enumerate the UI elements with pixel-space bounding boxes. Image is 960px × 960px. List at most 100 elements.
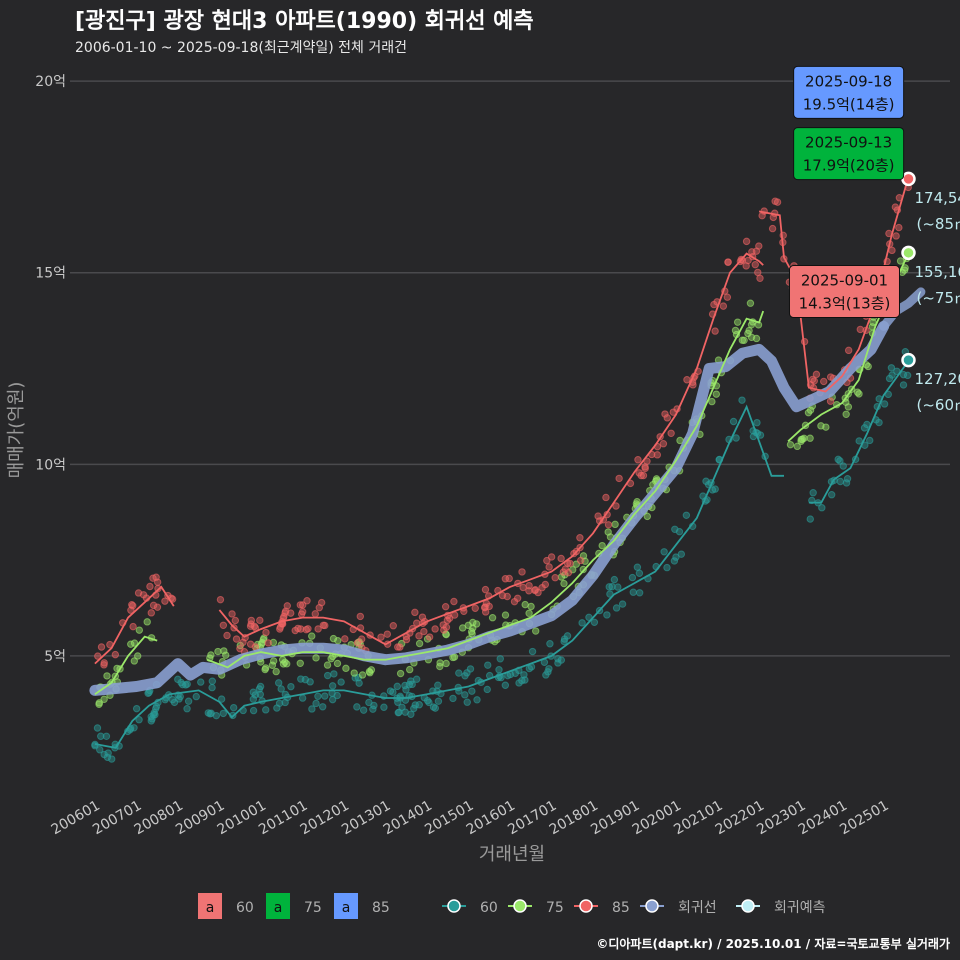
scatter-point-188 (306, 678, 314, 686)
scatter-point-626 (262, 628, 270, 637)
scatter-point-406 (396, 669, 405, 678)
scatter-point-171 (484, 661, 492, 669)
end-marker-85 (901, 171, 916, 187)
scatter-point-64 (635, 589, 644, 597)
scatter-point-209 (618, 600, 627, 608)
scatter-point-752 (888, 246, 896, 255)
scatter-point-292 (746, 299, 755, 307)
scatter-point-754 (856, 325, 865, 334)
callout-date-2: 2025-09-01 (801, 272, 888, 290)
scatter-point-45 (96, 746, 104, 754)
scatter-point-480 (842, 410, 850, 418)
scatter-point-230 (542, 671, 550, 679)
scatter-point-659 (566, 559, 574, 568)
scatter-point-199 (230, 703, 238, 712)
scatter-point-666 (534, 588, 542, 597)
scatter-point-142 (660, 548, 668, 556)
scatter-point-69 (97, 732, 105, 740)
scatter-point-453 (261, 664, 270, 672)
scatter-point-723 (281, 607, 290, 615)
scatter-point-427 (604, 528, 612, 536)
scatter-point-203 (91, 742, 99, 750)
scatter-point-212 (298, 694, 307, 702)
x-axis-label: 거래년월 (479, 844, 545, 865)
scatter-point-19 (197, 678, 205, 686)
scatter-point-35 (603, 611, 611, 619)
scatter-point-235 (866, 436, 874, 445)
scatter-point-376 (598, 541, 606, 550)
scatter-point-133 (312, 699, 320, 708)
scatter-point-173 (515, 679, 523, 687)
scatter-point-586 (612, 502, 620, 510)
scatter-point-685 (341, 635, 349, 643)
scatter-point-568 (319, 621, 328, 629)
scatter-point-229 (605, 583, 613, 591)
scatter-point-691 (247, 620, 255, 628)
scatter-point-352 (611, 520, 619, 529)
scatter-point-204 (590, 618, 599, 626)
scatter-point-677 (425, 633, 434, 641)
scatter-point-251 (836, 457, 844, 465)
scatter-point-726 (826, 397, 835, 405)
scatter-point-317 (323, 661, 332, 669)
scatter-point-461 (472, 620, 481, 628)
scatter-point-123 (328, 695, 337, 704)
scatter-point-197 (380, 703, 388, 711)
scatter-point-195 (408, 680, 416, 689)
scatter-point-758 (844, 346, 853, 355)
scatter-point-186 (168, 696, 177, 704)
scatter-point-608 (251, 643, 260, 651)
legend-line-label-1: 75 (546, 900, 564, 916)
scatter-point-99 (557, 656, 566, 664)
scatter-point-635 (471, 604, 479, 612)
scatter-point-244 (855, 437, 863, 445)
scatter-point-738 (826, 373, 835, 381)
scatter-point-167 (753, 418, 761, 427)
scatter-point-383 (312, 654, 320, 662)
callout-date-0: 2025-09-18 (805, 72, 892, 90)
scatter-point-114 (319, 703, 327, 711)
y-axis-label: 매매가(억원) (6, 382, 27, 479)
scatter-point-514 (853, 388, 862, 396)
scatter-point-37 (682, 511, 691, 519)
scatter-point-761 (771, 197, 779, 205)
scatter-point-688 (719, 302, 728, 310)
scatter-point-207 (102, 732, 111, 740)
scatter-point-529 (147, 609, 156, 617)
scatter-point-763 (820, 377, 828, 386)
scatter-point-161 (429, 703, 438, 711)
scatter-point-773 (895, 223, 903, 232)
end-marker-75 (901, 245, 916, 261)
scatter-point-78 (394, 698, 402, 706)
scatter-point-122 (461, 691, 469, 699)
scatter-point-698 (667, 429, 675, 437)
scatter-point-168 (206, 710, 214, 718)
forecast-line (879, 287, 926, 331)
legend-glyph-0: a (206, 900, 215, 916)
legend-line-label-3: 회귀선 (678, 900, 717, 916)
scatter-point-722 (641, 463, 649, 471)
scatter-point-356 (643, 512, 651, 521)
scatter-point-32 (393, 682, 401, 691)
series-60-trend (94, 404, 784, 749)
scatter-point-298 (269, 638, 278, 647)
legend-glyph-2: a (342, 900, 351, 916)
legend-line-label-0: 60 (480, 900, 498, 916)
scatter-point-641 (525, 581, 533, 590)
legend-swatch-1 (266, 893, 290, 919)
scatter-point-182 (455, 669, 463, 677)
scatter-point-512 (864, 362, 872, 371)
scatter-point-256 (839, 462, 847, 470)
scatter-point-618 (653, 451, 662, 459)
scatter-point-337 (560, 579, 568, 588)
scatter-point-634 (748, 248, 756, 256)
scatter-point-725 (615, 474, 623, 483)
scatter-point-614 (396, 643, 404, 651)
scatter-point-185 (192, 692, 200, 701)
chart-title: [광진구] 광장 현대3 아파트(1990) 회귀선 예측 (75, 9, 534, 34)
scatter-point-447 (406, 665, 414, 674)
scatter-point-554 (219, 621, 228, 629)
callouts: 2025-09-18 19.5억(14층) 2025-09-13 17.9억(20층)… (788, 65, 905, 319)
scatter-point-36 (277, 685, 285, 693)
scatter-point-419 (334, 636, 342, 645)
